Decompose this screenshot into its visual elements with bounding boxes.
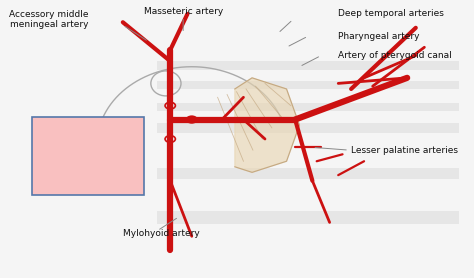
Bar [157, 123, 459, 133]
Text: Masseteric artery: Masseteric artery [144, 7, 223, 16]
Text: Accessory middle
meningeal artery: Accessory middle meningeal artery [9, 10, 88, 29]
Bar [32, 117, 145, 195]
Text: Artery of pterygoid canal: Artery of pterygoid canal [338, 51, 452, 60]
Bar [157, 211, 459, 224]
Polygon shape [235, 78, 300, 172]
Text: Lesser palatine arteries: Lesser palatine arteries [351, 146, 458, 155]
Text: Deep temporal arteries: Deep temporal arteries [338, 9, 444, 18]
Bar [157, 61, 459, 70]
Bar [157, 81, 459, 89]
Text: Pharyngeal artery: Pharyngeal artery [338, 32, 419, 41]
Bar [157, 103, 459, 111]
Bar [157, 168, 459, 179]
Text: Mylohyoid artery: Mylohyoid artery [123, 229, 200, 238]
